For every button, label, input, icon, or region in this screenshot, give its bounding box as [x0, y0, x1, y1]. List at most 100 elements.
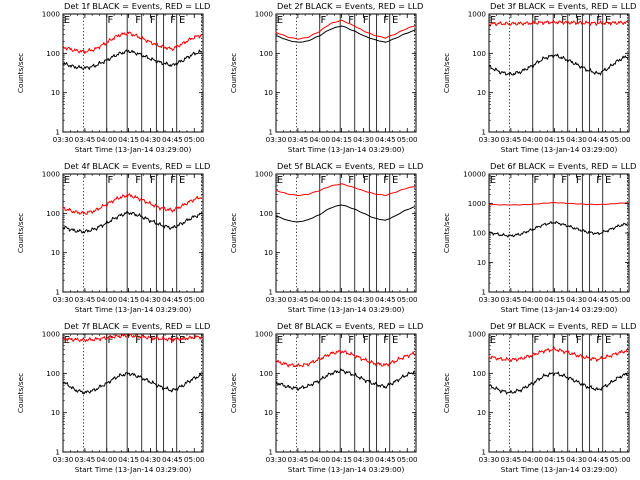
events-series [62, 372, 203, 395]
x-tick-label: 04:45 [375, 135, 396, 144]
plot-frame [275, 333, 417, 453]
x-tick-label: 05:00 [184, 135, 205, 144]
marker-label: E [277, 15, 283, 26]
x-tick-label: 03:30 [53, 455, 74, 464]
y-axis-label: Counts/sec [442, 373, 451, 413]
y-tick-label: 10 [51, 88, 61, 97]
x-tick-label: 04:00 [522, 295, 543, 304]
y-axis-label: Counts/sec [229, 213, 238, 253]
marker-label: E [277, 335, 283, 346]
y-tick-label: 1 [481, 448, 486, 457]
y-axis-label: Counts/sec [16, 53, 25, 93]
plot-frame [275, 13, 417, 133]
marker-label: F [150, 15, 156, 26]
lld-series [62, 333, 203, 343]
x-tick-label: 04:30 [140, 455, 161, 464]
marker-label: F [596, 175, 602, 186]
y-tick-label: 10000 [463, 170, 486, 179]
x-tick-label: 03:45 [501, 455, 522, 464]
x-axis-label: Start Time (13-Jan-14 03:29:00) [501, 305, 618, 314]
y-tick-label: 100 [259, 369, 273, 378]
x-tick-label: 04:45 [588, 295, 609, 304]
events-series [275, 25, 416, 43]
y-tick-label: 10 [264, 248, 274, 257]
x-tick-label: 04:30 [140, 295, 161, 304]
x-tick-label: 03:45 [501, 295, 522, 304]
y-axis-label: Counts/sec [16, 213, 25, 253]
plot-frame [488, 333, 630, 453]
y-axis-label: Counts/sec [442, 213, 451, 253]
y-tick-label: 1000 [255, 330, 274, 339]
y-axis-label: Counts/sec [442, 53, 451, 93]
x-axis-label: Start Time (13-Jan-14 03:29:00) [501, 465, 618, 474]
marker-label: E [490, 175, 496, 186]
y-tick-label: 1000 [42, 330, 61, 339]
marker-label: F [348, 175, 354, 186]
marker-label: F [150, 335, 156, 346]
x-tick-label: 03:30 [266, 135, 287, 144]
x-tick-label: 04:45 [162, 295, 183, 304]
marker-label: F [596, 335, 602, 346]
x-tick-label: 03:45 [75, 135, 96, 144]
lld-series [275, 19, 416, 40]
x-axis-label: Start Time (13-Jan-14 03:29:00) [288, 145, 405, 154]
lld-series [275, 183, 416, 197]
marker-label: E [64, 175, 70, 186]
x-tick-label: 03:30 [479, 135, 500, 144]
x-tick-label: 04:30 [566, 455, 587, 464]
y-tick-label: 1 [481, 288, 486, 297]
y-tick-label: 1000 [255, 10, 274, 19]
marker-label: F [321, 175, 327, 186]
marker-label: F [383, 15, 389, 26]
marker-label: E [64, 15, 70, 26]
x-tick-label: 04:00 [309, 135, 330, 144]
x-tick-label: 05:00 [397, 135, 418, 144]
x-tick-label: 04:15 [544, 455, 565, 464]
x-tick-label: 04:30 [353, 455, 374, 464]
y-tick-label: 1000 [468, 10, 487, 19]
lld-series [488, 19, 629, 27]
marker-label: E [605, 175, 611, 186]
panel-title: Det 7f BLACK = Events, RED = LLD [64, 321, 210, 331]
marker-label: E [605, 15, 611, 26]
marker-label: F [383, 335, 389, 346]
x-tick-label: 04:00 [522, 135, 543, 144]
marker-label: E [179, 15, 185, 26]
marker-label: F [135, 335, 141, 346]
lld-series [62, 31, 203, 55]
x-tick-label: 04:15 [331, 135, 352, 144]
marker-label: F [561, 175, 567, 186]
marker-label: F [321, 335, 327, 346]
y-tick-label: 100 [472, 369, 486, 378]
x-axis-label: Start Time (13-Jan-14 03:29:00) [288, 305, 405, 314]
x-tick-label: 05:00 [184, 295, 205, 304]
x-tick-label: 03:45 [288, 455, 309, 464]
x-axis-label: Start Time (13-Jan-14 03:29:00) [75, 465, 192, 474]
plot-frame [488, 13, 630, 133]
panel-title: Det 2f BLACK = Events, RED = LLD [277, 1, 423, 11]
x-tick-label: 04:00 [96, 455, 117, 464]
x-tick-label: 03:30 [479, 455, 500, 464]
y-tick-label: 100 [259, 49, 273, 58]
marker-label: F [348, 335, 354, 346]
lld-series [275, 349, 416, 368]
marker-label: F [108, 175, 114, 186]
y-tick-label: 1 [268, 288, 273, 297]
marker-label: E [605, 335, 611, 346]
events-series [275, 204, 416, 223]
y-tick-label: 1000 [468, 330, 487, 339]
x-axis-label: Start Time (13-Jan-14 03:29:00) [75, 305, 192, 314]
marker-label: F [108, 335, 114, 346]
marker-label: F [561, 335, 567, 346]
marker-label: E [179, 335, 185, 346]
x-tick-label: 03:30 [266, 455, 287, 464]
marker-label: F [170, 15, 176, 26]
x-tick-label: 04:15 [544, 135, 565, 144]
x-axis-label: Start Time (13-Jan-14 03:29:00) [288, 465, 405, 474]
x-tick-label: 04:15 [118, 455, 139, 464]
y-tick-label: 100 [472, 49, 486, 58]
